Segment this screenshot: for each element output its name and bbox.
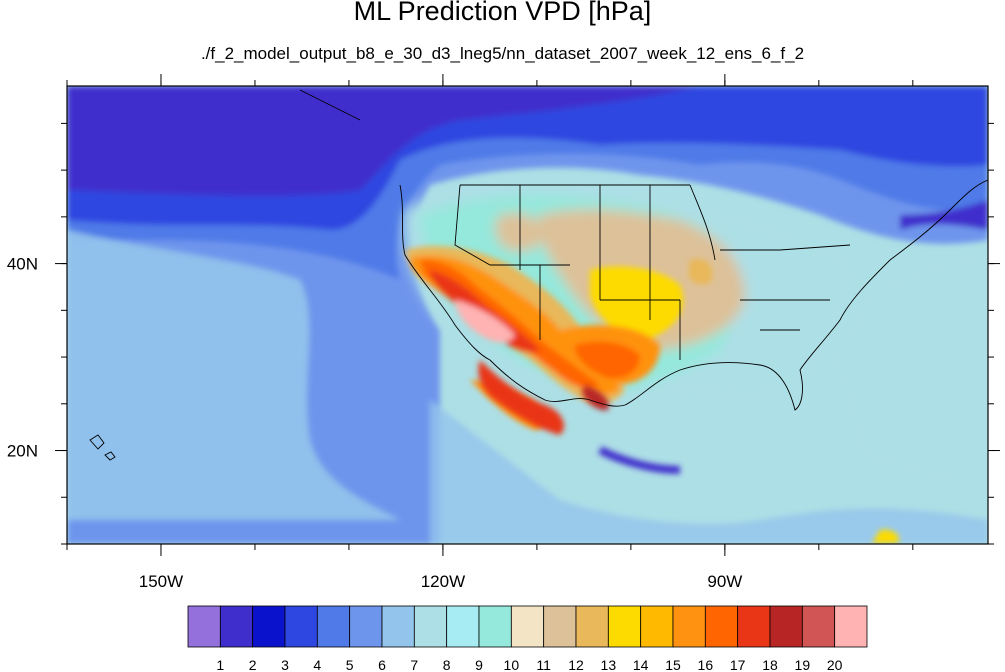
colorbar-swatch (801, 605, 836, 648)
colorbar-label: 19 (795, 657, 811, 672)
colorbar-swatch (349, 605, 383, 648)
colorbar-label: 16 (698, 657, 714, 672)
lon-tick-label: 90W (707, 572, 742, 591)
colorbar-swatch (446, 605, 480, 648)
map-axes: 150W 120W 90W 40N 20N (7, 74, 1000, 591)
colorbar-label: 6 (378, 657, 386, 672)
colorbar-swatch (284, 605, 318, 648)
colorbar-swatch (478, 605, 512, 648)
lat-tick-label: 40N (7, 255, 38, 274)
colorbar-label: 8 (443, 657, 451, 672)
colorbar-swatch (252, 605, 286, 648)
colorbar: 1 2 3 4 5 6 7 8 9 10 11 12 13 14 15 16 17 18 19 20 (187, 605, 868, 672)
colorbar-swatch (575, 605, 609, 648)
colorbar-label: 7 (410, 657, 418, 672)
map-title: ML Prediction VPD [hPa] (353, 0, 652, 26)
vpd-field (67, 86, 988, 544)
colorbar-label: 13 (601, 657, 617, 672)
colorbar-swatch (672, 605, 706, 648)
colorbar-label: 1 (216, 657, 224, 672)
colorbar-swatch (510, 605, 545, 648)
map-frame (66, 85, 989, 545)
colorbar-swatch (834, 605, 868, 648)
map-subtitle: ./f_2_model_output_b8_e_30_d3_lneg5/nn_d… (200, 44, 805, 63)
colorbar-label: 15 (665, 657, 681, 672)
colorbar-label: 18 (762, 657, 778, 672)
colorbar-label: 12 (568, 657, 584, 672)
colorbar-swatch (543, 605, 577, 648)
colorbar-swatch (316, 605, 351, 648)
colorbar-label: 3 (281, 657, 289, 672)
lat-tick-label: 20N (7, 442, 38, 461)
lon-tick-label: 150W (139, 572, 183, 591)
colorbar-swatch (381, 605, 415, 648)
colorbar-label: 2 (249, 657, 257, 672)
map-boundaries (89, 89, 988, 461)
colorbar-swatch (219, 605, 254, 648)
colorbar-swatch (769, 605, 803, 648)
colorbar-swatch (607, 605, 642, 648)
colorbar-swatch (187, 605, 221, 648)
colorbar-label: 10 (504, 657, 520, 672)
colorbar-label: 14 (633, 657, 649, 672)
colorbar-label: 11 (536, 657, 551, 672)
colorbar-swatch (704, 605, 739, 648)
colorbar-label: 5 (346, 657, 354, 672)
colorbar-label: 17 (730, 657, 746, 672)
colorbar-label: 20 (827, 657, 843, 672)
colorbar-label: 4 (313, 657, 321, 672)
colorbar-label: 9 (475, 657, 483, 672)
colorbar-swatch (737, 605, 771, 648)
lon-tick-label: 120W (421, 572, 465, 591)
colorbar-swatch (640, 605, 674, 648)
colorbar-swatch (413, 605, 448, 648)
